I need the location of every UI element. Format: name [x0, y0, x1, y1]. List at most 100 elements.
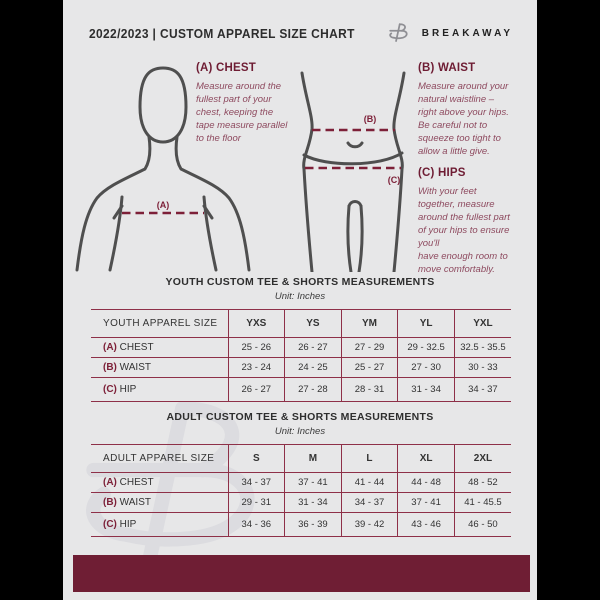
table-cell: 44 - 48	[397, 472, 455, 493]
row-label-text: CHEST	[119, 342, 154, 353]
youth-chest-row: (A) CHEST 25 - 26 26 - 27 27 - 29 29 - 3…	[91, 337, 511, 358]
adult-header-row: ADULT APPAREL SIZE S M L XL 2XL	[91, 444, 511, 473]
table-cell: 34 - 37	[453, 377, 511, 402]
row-label-text: WAIST	[119, 497, 151, 508]
table-cell: 24 - 25	[284, 357, 342, 378]
table-cell: 30 - 33	[453, 357, 511, 378]
youth-col-yxs: YXS	[227, 309, 285, 338]
youth-col-yxl: YXL	[453, 309, 511, 338]
table-cell: 27 - 30	[397, 357, 455, 378]
row-label: (C) HIP	[91, 378, 228, 402]
table-cell: 25 - 26	[227, 337, 285, 358]
measurement-diagram: (A) (B) (C) (A) CHEST Measure around the…	[63, 55, 537, 275]
row-prefix: (C)	[103, 519, 117, 530]
adult-col-m: M	[284, 444, 342, 473]
table-cell: 26 - 27	[227, 377, 285, 402]
table-cell: 23 - 24	[227, 357, 285, 378]
youth-size-label-header: YOUTH APPAREL SIZE	[103, 318, 218, 329]
adult-col-l: L	[340, 444, 398, 473]
adult-col-xl: XL	[397, 444, 455, 473]
left-shoulder-arm	[75, 135, 152, 272]
page-title: 2022/2023 | CUSTOM APPAREL SIZE CHART	[89, 25, 355, 41]
right-side-outline	[392, 71, 406, 272]
left-side-outline	[300, 71, 314, 272]
row-label-text: WAIST	[119, 362, 151, 373]
row-label-text: HIP	[119, 519, 137, 530]
adult-size-table: ADULT APPAREL SIZE S M L XL 2XL (A) CHES…	[91, 444, 511, 537]
chest-instructions: (A) CHEST Measure around the fullest par…	[196, 62, 314, 145]
row-prefix: (B)	[103, 362, 117, 373]
youth-table-title: YOUTH CUSTOM TEE & SHORTS MEASUREMENTS	[165, 276, 435, 288]
row-label: (A) CHEST	[91, 473, 228, 493]
table-cell: 41 - 45.5	[453, 492, 511, 513]
waist-heading: (B) WAIST	[418, 62, 476, 74]
table-cell: 48 - 52	[453, 472, 511, 493]
hip-marker-label: (C)	[388, 175, 401, 185]
left-armpit	[108, 195, 124, 272]
row-prefix: (A)	[103, 342, 117, 353]
adult-waist-row: (B) WAIST 29 - 31 31 - 34 34 - 37 37 - 4…	[91, 492, 511, 513]
youth-hip-row: (C) HIP 26 - 27 27 - 28 28 - 31 31 - 34 …	[91, 377, 511, 402]
hips-body-text: With your feet together, measure around …	[418, 186, 510, 275]
brand-name: BREAKAWAY	[421, 27, 513, 39]
row-label: (C) HIP	[91, 513, 228, 537]
table-cell: 28 - 31	[340, 377, 398, 402]
table-cell: 34 - 36	[227, 512, 285, 537]
adult-size-label-header: ADULT APPAREL SIZE	[103, 453, 215, 464]
torso-front-figure: (A)	[75, 66, 251, 272]
waist-body-text: Measure around your natural waistline – …	[418, 81, 509, 157]
left-inner-leg	[346, 204, 353, 272]
chest-heading: (A) CHEST	[196, 62, 256, 74]
footer-accent-bar	[73, 555, 530, 592]
breakaway-b-icon	[389, 23, 408, 42]
right-inner-leg	[357, 204, 364, 272]
navel-mark	[346, 141, 364, 149]
youth-unit-label: Unit: Inches	[274, 291, 326, 302]
adult-col-s: S	[227, 444, 285, 473]
table-cell: 41 - 44	[340, 472, 398, 493]
row-label-text: CHEST	[119, 477, 154, 488]
row-label: (B) WAIST	[91, 493, 228, 513]
row-label: (A) CHEST	[91, 338, 228, 358]
hip-crease	[302, 151, 404, 166]
right-armpit	[202, 195, 218, 272]
row-prefix: (B)	[103, 497, 117, 508]
lower-body-figure: (B) (C)	[300, 71, 406, 272]
crotch-mark	[347, 200, 363, 208]
waist-instructions: (B) WAIST Measure around your natural wa…	[418, 62, 536, 158]
table-cell: 26 - 27	[284, 337, 342, 358]
header: 2022/2023 | CUSTOM APPAREL SIZE CHART BR…	[89, 18, 513, 48]
adult-chest-row: (A) CHEST 34 - 37 37 - 41 41 - 44 44 - 4…	[91, 472, 511, 493]
table-cell: 37 - 41	[397, 492, 455, 513]
waist-marker-label: (B)	[364, 114, 377, 124]
youth-col-ys: YS	[284, 309, 342, 338]
adult-hip-row: (C) HIP 34 - 36 36 - 39 39 - 42 43 - 46 …	[91, 512, 511, 537]
right-armpit-tick	[202, 204, 214, 220]
brand-logo: BREAKAWAY	[388, 21, 513, 45]
youth-col-yl: YL	[397, 309, 455, 338]
adult-col-2xl: 2XL	[453, 444, 511, 473]
youth-size-table: YOUTH APPAREL SIZE YXS YS YM YL YXL (A) …	[91, 309, 511, 402]
head-outline	[138, 66, 188, 144]
youth-section: YOUTH CUSTOM TEE & SHORTS MEASUREMENTS U…	[63, 276, 537, 402]
table-cell: 25 - 27	[340, 357, 398, 378]
row-label-text: HIP	[119, 384, 137, 395]
table-cell: 27 - 28	[284, 377, 342, 402]
table-cell: 37 - 41	[284, 472, 342, 493]
table-cell: 29 - 31	[227, 492, 285, 513]
hips-instructions: (C) HIPS With your feet together, measur…	[418, 167, 536, 276]
table-cell: 39 - 42	[340, 512, 398, 537]
youth-col-ym: YM	[340, 309, 398, 338]
table-cell: 32.5 - 35.5	[453, 337, 511, 358]
left-armpit-tick	[112, 204, 124, 220]
youth-waist-row: (B) WAIST 23 - 24 24 - 25 25 - 27 27 - 3…	[91, 357, 511, 378]
adult-unit-label: Unit: Inches	[274, 426, 326, 437]
chest-body-text: Measure around the fullest part of your …	[196, 81, 288, 144]
table-cell: 43 - 46	[397, 512, 455, 537]
row-label: (B) WAIST	[91, 358, 228, 378]
row-prefix: (A)	[103, 477, 117, 488]
youth-header-row: YOUTH APPAREL SIZE YXS YS YM YL YXL	[91, 309, 511, 338]
table-cell: 29 - 32.5	[397, 337, 455, 358]
table-cell: 31 - 34	[284, 492, 342, 513]
